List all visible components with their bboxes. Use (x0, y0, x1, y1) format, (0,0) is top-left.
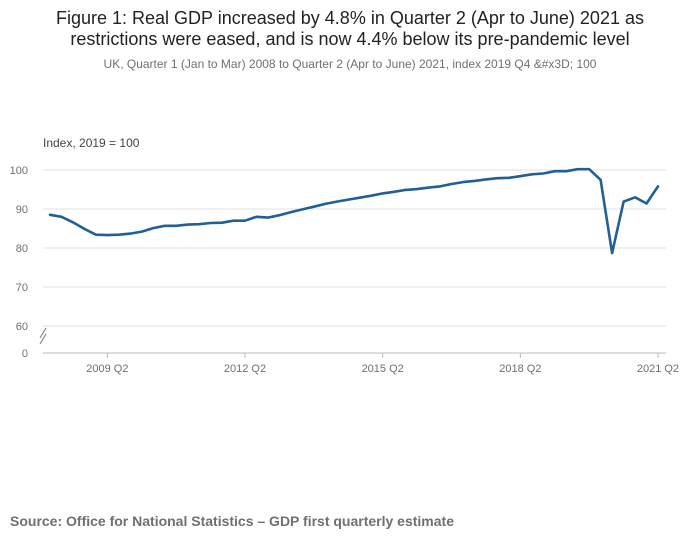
x-tick-2009-q2: 2009 Q2 (86, 363, 128, 375)
y-tick-70: 70 (16, 282, 28, 294)
y-axis-label: Index, 2019 = 100 (43, 136, 140, 150)
y-tick-90: 90 (16, 204, 28, 216)
gridlines (43, 169, 666, 354)
series-line-real-gdp (48, 167, 660, 255)
axis-break-line-1 (39, 327, 47, 339)
y-tick-80: 80 (16, 243, 28, 255)
axis-break (38, 327, 52, 346)
chart-subtitle: UK, Quarter 1 (Jan to Mar) 2008 to Quart… (103, 57, 597, 71)
y-axis-ticks: 0 60 70 80 90 100 (10, 165, 28, 360)
x-tick-2015-q2: 2015 Q2 (362, 363, 404, 375)
x-tick-2012-q2: 2012 Q2 (224, 363, 266, 375)
chart-title: Figure 1: Real GDP increased by 4.8% in … (56, 8, 644, 49)
x-axis-ticks: 2009 Q2 2012 Q2 2015 Q2 2018 Q2 2021 Q2 (86, 353, 679, 375)
y-tick-60: 60 (16, 321, 28, 333)
y-tick-100: 100 (10, 165, 28, 177)
source-note: Source: Office for National Statistics –… (10, 513, 454, 529)
series-group (48, 167, 660, 255)
x-tick-2018-q2: 2018 Q2 (499, 363, 541, 375)
axis-break-line-2 (39, 333, 47, 345)
y-tick-0: 0 (22, 348, 28, 360)
x-tick-2021-q2: 2021 Q2 (637, 363, 679, 375)
